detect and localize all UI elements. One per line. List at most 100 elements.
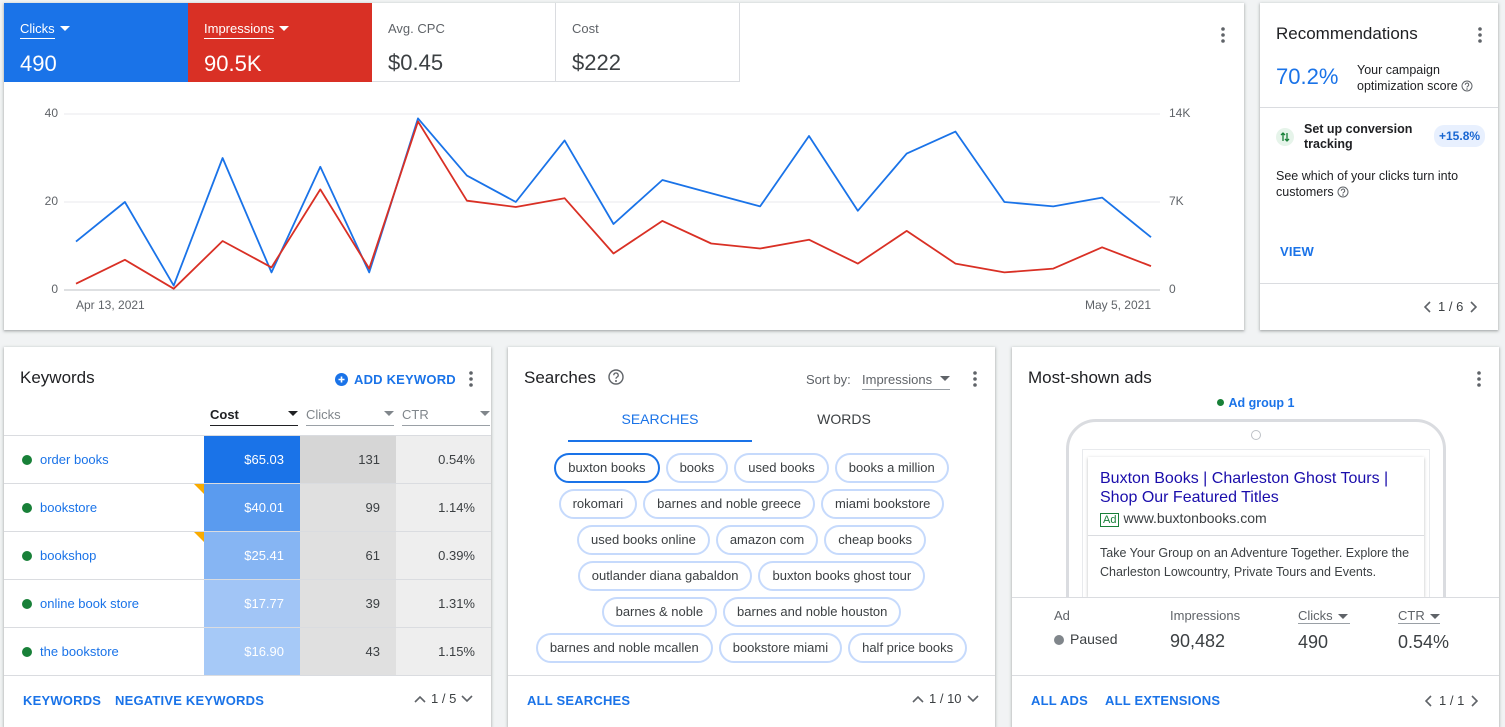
stat-label-text: Clicks bbox=[1298, 608, 1333, 623]
chip[interactable]: half price books bbox=[848, 633, 968, 663]
metric-tile[interactable]: Clicks 490 bbox=[4, 3, 188, 82]
chip[interactable]: buxton books ghost tour bbox=[758, 561, 926, 591]
cell: 1.31% bbox=[396, 580, 491, 628]
help-icon[interactable] bbox=[1337, 186, 1349, 198]
chip[interactable]: used books online bbox=[577, 525, 710, 555]
more-menu[interactable] bbox=[973, 371, 977, 387]
column-header[interactable]: CTR bbox=[402, 407, 490, 426]
chip[interactable]: cheap books bbox=[824, 525, 926, 555]
sort-dropdown[interactable]: Impressions bbox=[862, 372, 950, 390]
more-menu[interactable] bbox=[1477, 371, 1481, 387]
keyword[interactable]: order books bbox=[40, 452, 109, 467]
card-title: Keywords bbox=[20, 368, 95, 387]
stat-label-text: CTR bbox=[1398, 608, 1425, 623]
ad-headline[interactable]: Buxton Books | Charleston Ghost Tours | … bbox=[1100, 470, 1389, 506]
stat-label: CTR bbox=[1398, 608, 1440, 624]
chip[interactable]: books a million bbox=[834, 453, 949, 483]
column-header[interactable]: Clicks bbox=[306, 407, 394, 426]
card-title: Recommendations bbox=[1276, 24, 1418, 43]
keyword-row: order books $65.03 131 0.54% bbox=[4, 435, 491, 484]
prev-button[interactable] bbox=[912, 695, 924, 703]
recommendation-icon bbox=[1276, 128, 1294, 146]
cell: 131 bbox=[300, 436, 396, 484]
pager-text: 1 / 1 bbox=[1439, 693, 1465, 708]
view-button[interactable]: VIEW bbox=[1280, 244, 1315, 259]
uplift-badge: +15.8% bbox=[1434, 125, 1486, 147]
next-button[interactable] bbox=[1469, 300, 1478, 313]
chip[interactable]: buxton books bbox=[554, 453, 660, 483]
sort-value: Impressions bbox=[862, 372, 933, 387]
column-header-text: Clicks bbox=[306, 407, 341, 422]
chip-row: used books online amazon com cheap books bbox=[518, 525, 985, 561]
ads-card: Most-shown ads Ad group 1 Buxton Books |… bbox=[1012, 347, 1499, 727]
chip[interactable]: barnes and noble mcallen bbox=[535, 633, 713, 663]
more-menu[interactable] bbox=[1478, 27, 1482, 43]
prev-button[interactable] bbox=[1425, 694, 1433, 707]
next-button[interactable] bbox=[1470, 694, 1479, 707]
help-icon[interactable] bbox=[608, 369, 624, 385]
footer-link[interactable]: ALL ADS bbox=[1031, 693, 1089, 708]
metric-tile[interactable]: Avg. CPC $0.45 bbox=[372, 3, 556, 82]
chip[interactable]: books bbox=[665, 453, 729, 483]
metric-tile[interactable]: Cost $222 bbox=[556, 3, 740, 82]
chip[interactable]: rokomari bbox=[558, 489, 638, 519]
y2-tick-label: 7K bbox=[1169, 194, 1184, 208]
more-menu[interactable] bbox=[1221, 27, 1225, 43]
add-keyword-button[interactable]: ADD KEYWORD bbox=[335, 372, 456, 387]
footer-link[interactable]: ALL EXTENSIONS bbox=[1105, 693, 1221, 708]
stat: Ad Paused bbox=[1054, 608, 1117, 647]
pager: 1 / 10 bbox=[912, 691, 979, 706]
stat[interactable]: Clicks 490 bbox=[1298, 608, 1350, 653]
keyword[interactable]: online book store bbox=[40, 596, 140, 611]
ad-group[interactable]: Ad group 1 bbox=[1012, 396, 1499, 410]
footer-link[interactable]: NEGATIVE KEYWORDS bbox=[115, 693, 265, 708]
prev-button[interactable] bbox=[1424, 300, 1432, 313]
cell: 0.54% bbox=[396, 436, 491, 484]
stat-value-text: Paused bbox=[1070, 631, 1118, 647]
keyword[interactable]: bookshop bbox=[40, 548, 97, 563]
chip[interactable]: used books bbox=[734, 453, 829, 483]
keyword-row: bookshop $25.41 61 0.39% bbox=[4, 531, 491, 580]
prev-button[interactable] bbox=[414, 695, 426, 703]
y-tick-label: 0 bbox=[51, 282, 58, 296]
footer-link[interactable]: ALL SEARCHES bbox=[527, 693, 631, 708]
y2-tick-label: 14K bbox=[1169, 106, 1190, 120]
chip[interactable]: outlander diana gabaldon bbox=[577, 561, 753, 591]
chip[interactable]: barnes and noble greece bbox=[643, 489, 816, 519]
keyword-row: online book store $17.77 39 1.31% bbox=[4, 579, 491, 628]
recommendation-title: Set up conversion tracking bbox=[1304, 122, 1413, 151]
chip[interactable]: bookstore miami bbox=[718, 633, 843, 663]
metric-value: 90.5K bbox=[204, 51, 262, 76]
metric-value: 490 bbox=[20, 51, 57, 76]
chip[interactable]: barnes and noble houston bbox=[723, 597, 902, 627]
metric-label: Avg. CPC bbox=[388, 21, 445, 36]
chip-list: buxton books books used books books a milli… bbox=[518, 453, 985, 675]
pager: 1 / 6 bbox=[1424, 299, 1478, 314]
tab[interactable]: WORDS bbox=[817, 411, 871, 427]
keyword[interactable]: bookstore bbox=[40, 500, 98, 515]
column-header[interactable]: Cost bbox=[210, 407, 298, 426]
cell: $65.03 bbox=[204, 436, 300, 484]
footer-link[interactable]: KEYWORDS bbox=[23, 693, 102, 708]
keyword[interactable]: the bookstore bbox=[40, 644, 119, 659]
cell: 43 bbox=[300, 628, 396, 676]
divider bbox=[1260, 107, 1498, 108]
x-tick-label: May 5, 2021 bbox=[1085, 298, 1151, 312]
chip[interactable]: amazon com bbox=[715, 525, 819, 555]
pager-text: 1 / 5 bbox=[431, 691, 457, 706]
chip-row: buxton books books used books books a milli… bbox=[518, 453, 985, 489]
next-button[interactable] bbox=[461, 694, 473, 703]
stat[interactable]: CTR 0.54% bbox=[1398, 608, 1449, 653]
stat-label: Impressions bbox=[1170, 608, 1241, 623]
chip[interactable]: miami bookstore bbox=[821, 489, 945, 519]
more-menu[interactable] bbox=[469, 371, 473, 387]
next-button[interactable] bbox=[966, 694, 979, 703]
card-title: Most-shown ads bbox=[1028, 368, 1152, 387]
score-label: Your campaign optimization score bbox=[1357, 62, 1485, 94]
tab-active[interactable]: SEARCHES bbox=[621, 411, 699, 427]
cell: 99 bbox=[300, 484, 396, 532]
help-icon[interactable] bbox=[1461, 80, 1473, 92]
chip[interactable]: barnes & noble bbox=[601, 597, 718, 627]
metric-tile[interactable]: Impressions 90.5K bbox=[188, 3, 372, 82]
cell: $40.01 bbox=[204, 484, 300, 532]
